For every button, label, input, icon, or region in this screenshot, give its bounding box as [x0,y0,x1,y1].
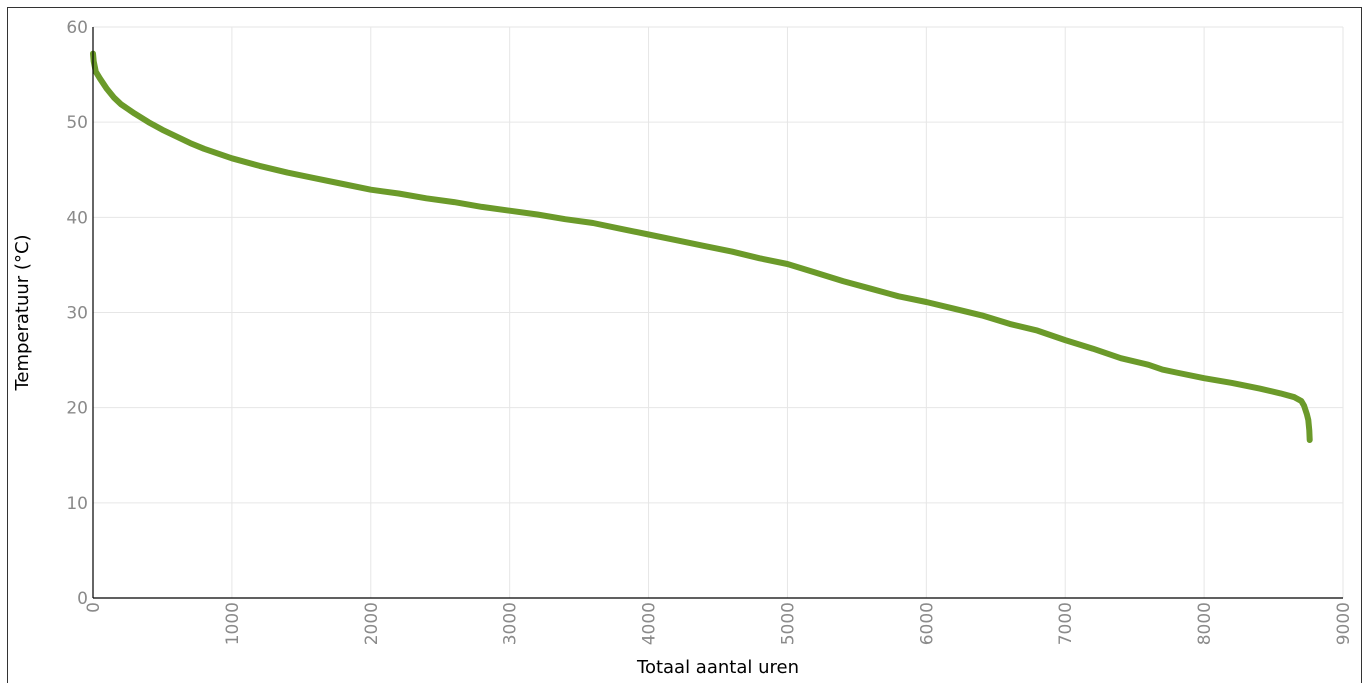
y-axis-title: Temperatuur (°C) [12,234,33,391]
x-tick-label: 7000 [1056,602,1076,645]
x-tick-label: 3000 [501,602,521,645]
x-tick-label: 5000 [778,602,798,645]
x-tick-label: 9000 [1334,602,1354,645]
grid-lines [92,26,1344,599]
x-tick-label: 4000 [640,602,660,645]
series-group [90,50,1313,443]
y-tick-label: 0 [77,589,88,609]
x-tick-label: 2000 [362,602,382,645]
axes [92,27,1343,599]
y-tick-label: 50 [66,113,88,133]
x-tick-label: 8000 [1195,602,1215,645]
x-tick-label: 1000 [223,602,243,645]
y-tick-label: 30 [66,304,88,324]
chart-frame [7,7,1362,683]
y-tick-labels: 0 10 20 30 40 50 60 [66,18,88,609]
y-tick-label: 20 [66,399,88,419]
y-tick-label: 60 [66,18,88,38]
x-axis-title: Totaal aantal uren [636,657,799,678]
y-tick-label: 40 [66,208,88,228]
series-line [90,50,1313,443]
x-tick-labels: 0 1000 2000 3000 4000 5000 6000 7000 8000 9000 [84,602,1354,645]
x-tick-label: 6000 [917,602,937,645]
x-tick-label: 0 [84,602,104,613]
y-tick-label: 10 [66,494,88,514]
